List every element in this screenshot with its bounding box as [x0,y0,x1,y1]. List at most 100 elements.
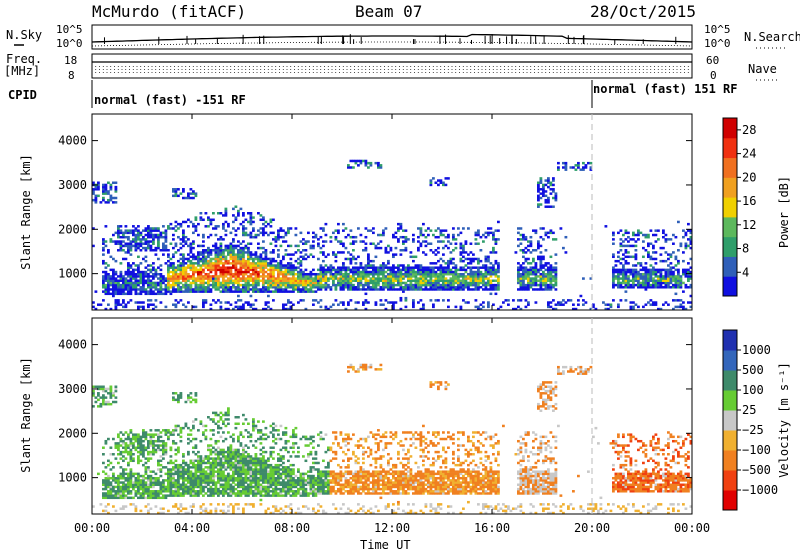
velocity-cell [159,485,163,489]
power-cell [302,288,305,291]
velocity-cell [144,481,148,484]
velocity-cell [179,470,183,473]
power-cell [679,283,683,287]
power-cell [564,166,568,169]
cpid-segment-1: normal (fast) -151 RF [94,93,246,107]
power-cell [687,229,690,232]
power-cell [612,242,615,245]
power-cell [157,266,160,269]
power-cell [279,259,283,263]
power-cell [414,266,418,269]
power-cell [447,286,450,289]
velocity-cell [144,485,148,489]
power-cell [359,264,363,267]
power-cell [102,286,105,289]
velocity-cell [174,503,178,506]
power-cell [274,277,278,280]
power-cell [247,264,250,267]
power-cell [459,272,463,276]
power-cell [129,277,133,280]
power-cell [489,268,493,272]
power-cell [242,214,245,217]
power-cell [167,268,170,272]
power-cell [484,235,488,239]
power-cell [532,277,535,280]
power-cell [219,262,223,265]
power-cell [429,270,433,274]
power-cell [152,240,155,243]
power-cell [134,244,138,248]
power-cell [642,272,645,276]
power-cell [674,275,678,278]
power-cell [224,229,228,232]
power-cell [647,281,650,285]
power-cell [199,275,203,278]
power-cell [222,227,225,230]
power-cell [217,255,220,259]
power-cell [254,299,258,302]
power-cell [689,231,693,235]
power-cell [379,299,383,302]
power-cell [222,268,225,272]
velocity-cell [189,429,193,432]
power-cell [154,246,158,250]
velocity-cell [157,468,160,471]
power-cell [439,264,443,267]
power-cell [634,275,638,278]
velocity-cell [149,457,153,460]
power-cell [279,277,283,280]
power-cell [437,281,440,285]
power-cell [177,286,180,289]
power-cell [362,283,365,287]
velocity-cell [114,485,118,489]
power-cell [644,233,648,237]
power-cell [292,264,295,267]
power-cell [264,257,268,261]
velocity-cell [157,461,160,465]
power-cell [644,283,648,287]
power-cell [219,281,223,285]
cpid-label: CPID [8,88,37,102]
power-cell [177,266,180,269]
power-cell [427,288,430,291]
power-cell [369,281,373,285]
power-cell [377,270,380,274]
power-cell [272,272,275,276]
velocity-cell [144,468,148,471]
power-cell [664,272,668,276]
power-cell [117,242,120,245]
power-cell [192,264,195,267]
power-cell [249,264,253,267]
power-cell [284,307,288,311]
power-cell [104,262,108,265]
power-cell [342,303,345,306]
velocity-cell [157,483,160,486]
power-cell [264,262,268,265]
power-cell [294,266,298,269]
velocity-cell [179,492,183,495]
power-cell [439,277,443,280]
power-cell [674,292,678,296]
power-cell [619,299,623,302]
velocity-cell [204,424,208,428]
velocity-cell [114,494,118,497]
power-cell [537,270,540,274]
power-cell [517,268,520,272]
power-cell [287,231,290,235]
power-cell [229,231,233,235]
power-cell [227,249,230,252]
power-cell [277,279,280,282]
power-cell [422,275,425,278]
power-cell [524,299,528,302]
velocity-cell [207,474,210,478]
velocity-cell [124,431,128,434]
cpid-segment-2: normal (fast) 151 RF [593,82,738,96]
power-cell [267,286,270,289]
power-cell [324,277,328,280]
power-cell [267,264,270,267]
velocity-cell [134,435,138,439]
power-cell [634,255,638,259]
power-cell [329,235,333,239]
velocity-cell [152,485,155,489]
power-cell [309,288,313,291]
